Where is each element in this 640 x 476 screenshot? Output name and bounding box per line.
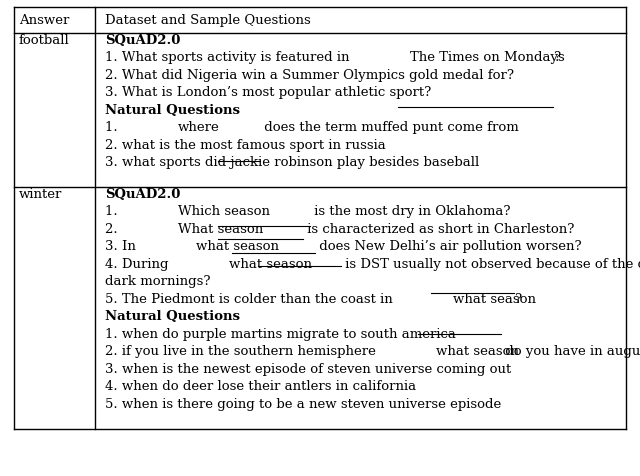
Text: Dataset and Sample Questions: Dataset and Sample Questions xyxy=(105,14,311,27)
Text: 1.: 1. xyxy=(105,121,122,134)
Text: SQuAD2.0: SQuAD2.0 xyxy=(105,33,180,47)
Text: 5. The Piedmont is colder than the coast in: 5. The Piedmont is colder than the coast… xyxy=(105,292,397,305)
Text: do you have in august: do you have in august xyxy=(501,345,640,357)
Text: dark mornings?: dark mornings? xyxy=(105,275,211,288)
Text: 5. when is there going to be a new steven universe episode: 5. when is there going to be a new steve… xyxy=(105,397,501,410)
Text: football: football xyxy=(19,33,70,47)
Text: 2. what is the most famous sport in russia: 2. what is the most famous sport in russ… xyxy=(105,139,386,151)
Text: ?: ? xyxy=(552,51,560,64)
Text: what season: what season xyxy=(196,239,280,253)
Text: 1. What sports activity is featured in: 1. What sports activity is featured in xyxy=(105,51,354,64)
Text: does the term muffed punt come from: does the term muffed punt come from xyxy=(260,121,518,134)
Text: What season: What season xyxy=(179,222,264,235)
Text: 3. when is the newest episode of steven universe coming out: 3. when is the newest episode of steven … xyxy=(105,362,511,375)
Text: ?: ? xyxy=(515,292,522,305)
Text: is the most dry in Oklahoma?: is the most dry in Oklahoma? xyxy=(310,205,511,218)
Text: 2. if you live in the southern hemisphere: 2. if you live in the southern hemispher… xyxy=(105,345,380,357)
Text: is DST usually not observed because of the detriments of: is DST usually not observed because of t… xyxy=(340,257,640,270)
Text: The Times on Mondays: The Times on Mondays xyxy=(410,51,565,64)
Text: what season: what season xyxy=(229,257,312,270)
Text: where: where xyxy=(179,121,220,134)
Text: 2. What did Nigeria win a Summer Olympics gold medal for?: 2. What did Nigeria win a Summer Olympic… xyxy=(105,69,514,81)
Text: 1. when do purple martins migrate to south america: 1. when do purple martins migrate to sou… xyxy=(105,327,456,340)
Text: winter: winter xyxy=(19,187,62,200)
Text: SQuAD2.0: SQuAD2.0 xyxy=(105,187,180,200)
Text: Natural Questions: Natural Questions xyxy=(105,309,240,322)
Text: Answer: Answer xyxy=(19,14,69,27)
Text: 3. What is London’s most popular athletic sport?: 3. What is London’s most popular athleti… xyxy=(105,86,431,99)
Text: 3. In: 3. In xyxy=(105,239,140,253)
Text: 3. what sports did jackie robinson play besides baseball: 3. what sports did jackie robinson play … xyxy=(105,156,479,169)
Text: Natural Questions: Natural Questions xyxy=(105,103,240,116)
Text: 4. when do deer lose their antlers in california: 4. when do deer lose their antlers in ca… xyxy=(105,379,416,392)
Text: does New Delhi’s air pollution worsen?: does New Delhi’s air pollution worsen? xyxy=(316,239,582,253)
Text: 1.: 1. xyxy=(105,205,122,218)
Text: is characterized as short in Charleston?: is characterized as short in Charleston? xyxy=(303,222,575,235)
Text: what season: what season xyxy=(453,292,536,305)
Text: 4. During: 4. During xyxy=(105,257,173,270)
Text: 2.: 2. xyxy=(105,222,122,235)
Text: Which season: Which season xyxy=(179,205,270,218)
Text: what season: what season xyxy=(436,345,520,357)
